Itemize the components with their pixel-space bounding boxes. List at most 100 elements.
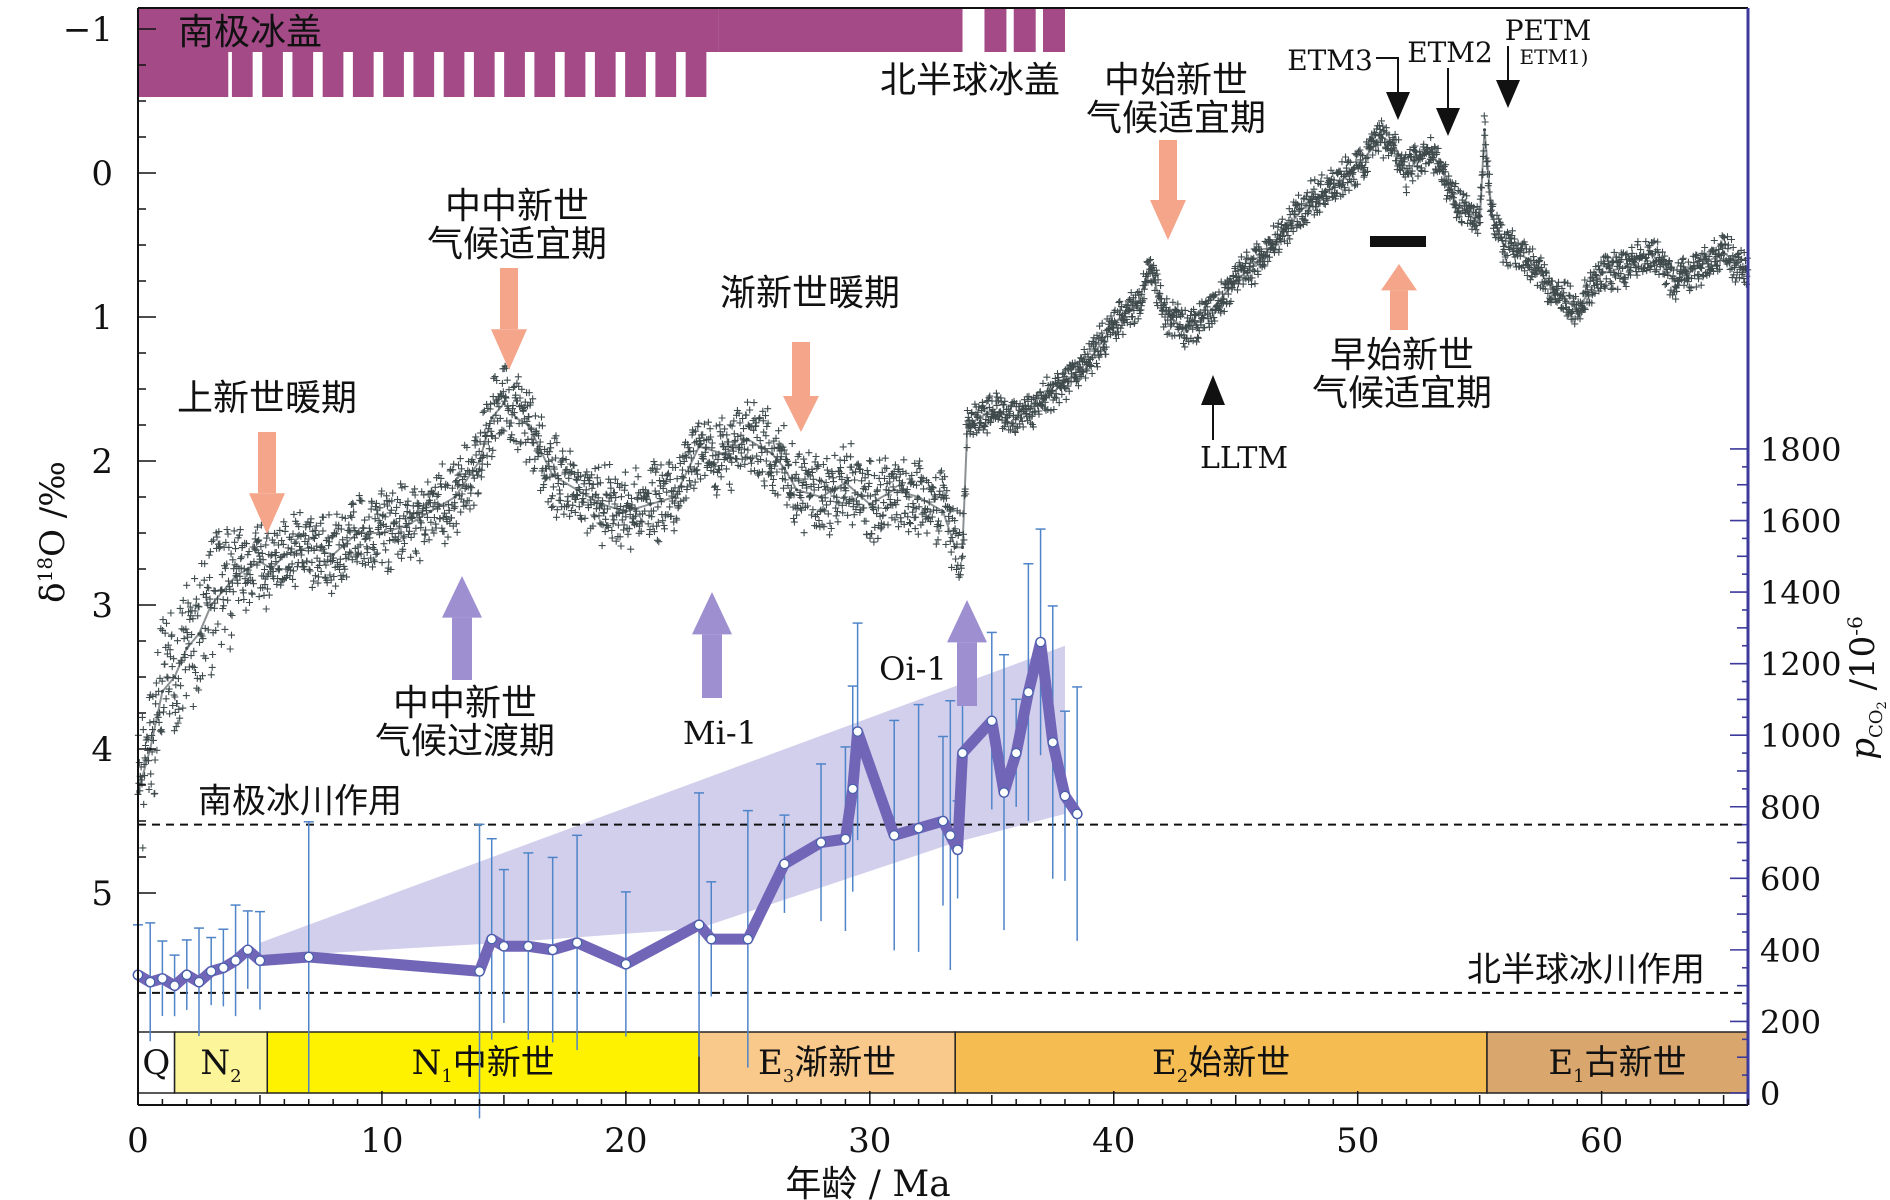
delta18o-point <box>1404 171 1409 175</box>
delta18o-point <box>270 567 274 571</box>
pco2-point <box>1011 748 1022 759</box>
event-2-arrow-shaft <box>792 342 810 396</box>
pco2-shaded-region <box>259 645 1065 958</box>
x-axis-label: 年龄 / Ma <box>785 1164 950 1200</box>
delta18o-point <box>1380 135 1384 139</box>
antarctic-ice-tick-13 <box>625 52 646 97</box>
pco2-point <box>742 934 753 945</box>
delta18o-point <box>233 574 238 578</box>
northern-ice-tick-2 <box>1043 8 1065 52</box>
delta18o-point <box>599 502 604 506</box>
delta18o-point <box>843 481 848 485</box>
delta18o-point <box>477 459 482 463</box>
delta18o-point <box>1478 221 1482 225</box>
delta18o-point <box>209 603 213 607</box>
antarctic-ice-tick-6 <box>413 52 435 97</box>
delta18o-point <box>965 423 969 427</box>
delta18o-point <box>868 502 872 506</box>
y-right-tick-label: 1800 <box>1760 431 1841 469</box>
x-tick-label: 10 <box>360 1121 403 1161</box>
antarctic-ice-tick-0 <box>231 52 253 97</box>
x-tick-label: 40 <box>1092 1121 1135 1161</box>
event-3-arrow-shaft <box>1159 140 1177 200</box>
delta18o-point <box>941 509 945 513</box>
delta18o-point <box>355 531 360 535</box>
delta18o-point <box>331 553 335 557</box>
delta18o-point <box>404 524 408 528</box>
delta18o-point <box>185 646 189 650</box>
event-2-label: 渐新世暖期 <box>720 273 900 314</box>
delta18o-point <box>1209 308 1213 312</box>
event-8-label: LLTM <box>1200 441 1288 476</box>
delta18o-point <box>1038 401 1043 405</box>
y-left-tick-label: 5 <box>91 874 113 914</box>
event-2-arrow-head <box>783 396 819 432</box>
pco2-point <box>1072 808 1083 819</box>
delta18o-point <box>1234 279 1238 283</box>
pco2-point <box>523 941 534 952</box>
reference-label-1: 北半球冰川作用 <box>1467 950 1705 990</box>
delta18o-trend <box>137 129 1749 793</box>
delta18o-point <box>172 675 177 679</box>
delta18o-point <box>1648 250 1653 254</box>
pco2-point <box>620 959 631 970</box>
event-6-label: Mi-1 <box>683 714 757 752</box>
delta18o-point <box>1575 308 1579 312</box>
epoch-3 <box>698 1031 956 1094</box>
pco2-point <box>498 941 509 952</box>
event-4-arrow-head <box>1381 264 1417 291</box>
epoch-label-2: N1中新世 <box>412 1043 555 1087</box>
pco2-point <box>145 977 156 988</box>
delta18o-point <box>892 488 896 492</box>
delta18o-point <box>917 495 921 499</box>
event-11-label: PETM <box>1505 14 1592 47</box>
y-left-tick-label: 4 <box>91 730 113 770</box>
event-6-arrow-head <box>692 592 732 635</box>
delta18o-point <box>1673 279 1677 283</box>
event-3-arrow-head <box>1150 200 1186 240</box>
antarctic-ice-tick-11 <box>564 52 586 97</box>
delta18o-point <box>1453 200 1457 204</box>
delta18o-point <box>1417 157 1421 161</box>
event-9-label: ETM3 <box>1287 44 1373 77</box>
delta18o-point <box>1551 286 1555 290</box>
delta18o-point <box>514 416 518 420</box>
delta18o-point <box>795 488 799 492</box>
delta18o-point <box>1697 265 1701 269</box>
y-right-tick-label: 200 <box>1760 1003 1821 1041</box>
event-3-label: 中始新世 <box>1104 60 1248 101</box>
pco2-series <box>132 528 1083 1119</box>
epoch-5 <box>1486 1031 1749 1094</box>
x-tick-label: 50 <box>1336 1121 1379 1161</box>
epoch-label-1: N2 <box>200 1043 241 1087</box>
event-0-arrow-head <box>249 493 285 534</box>
event-1-label: 中中新世 <box>445 186 589 227</box>
y-right-tick-label: 1600 <box>1760 503 1841 541</box>
axes: 0 10 20 30 40 50 60 年龄 / Ma −1 0 1 2 3 4 5 δ18O /‰ 0 200 4… <box>33 7 1890 1200</box>
event-7-label: Oi-1 <box>879 650 947 688</box>
x-tick-label: 60 <box>1580 1121 1623 1161</box>
event-1-arrow-head <box>491 329 527 370</box>
event-5-arrow-shaft <box>452 617 472 680</box>
pco2-point <box>1023 687 1034 698</box>
delta18o-point <box>1624 265 1628 269</box>
pco2-point <box>913 823 924 834</box>
antarctic-ice-bar-ext <box>718 8 963 52</box>
delta18o-point <box>721 452 726 456</box>
antarctic-ice-tick-3 <box>322 52 344 97</box>
delta18o-point <box>990 409 994 413</box>
delta18o-point <box>960 545 965 550</box>
delta18o-point <box>1600 272 1604 276</box>
y-left-tick-label: 0 <box>91 154 113 194</box>
event-8-head <box>1201 375 1225 405</box>
epoch-4 <box>954 1031 1488 1094</box>
antarctic-ice-tick-7 <box>443 52 465 97</box>
delta18o-point <box>1112 322 1116 326</box>
pco2-point <box>1059 791 1070 802</box>
pco2-point <box>847 783 858 794</box>
antarctic-ice-tick-15 <box>685 52 707 97</box>
antarctic-ice-tick-5 <box>383 52 404 97</box>
event-4-arrow-shaft <box>1390 290 1408 330</box>
